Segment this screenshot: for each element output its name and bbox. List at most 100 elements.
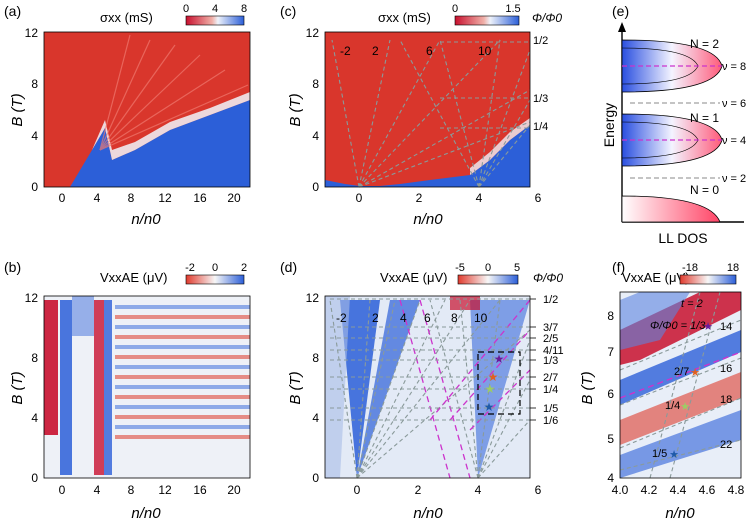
panel-a-cbar-tick-1: 4 [212,3,218,15]
panel-b-colorbar-label: VxxAE (μV) [100,270,167,285]
svg-text:8: 8 [451,311,458,325]
svg-text:★: ★ [485,382,496,396]
svg-text:2/7: 2/7 [543,372,558,384]
panel-a-letter: (a) [4,3,21,19]
panel-c-phi-label: Φ/Φ0 [532,11,562,25]
panel-f-xticks: 4.0 4.2 4.4 4.6 4.8 [612,483,745,497]
blue-wedge [325,296,350,478]
panel-d-line-labels: -2 2 4 6 8 10 [336,311,488,325]
panel-b: (b) VxxAE (μV) -2 0 2 0 4 8 12 16 20 0 4… [4,259,251,522]
panel-d-stars: ★ ★ ★ ★ [484,352,505,414]
panel-c-colorbar [454,15,520,26]
svg-text:0: 0 [354,483,361,497]
stripe [115,435,250,439]
panel-d-ylabel: B (T) [287,371,304,404]
red-patch [450,296,480,310]
svg-text:8: 8 [607,309,614,323]
stripe [115,415,250,419]
svg-text:22: 22 [720,439,732,451]
panel-c-line-labels: -2 2 6 10 [340,44,492,58]
stripe [115,385,250,389]
fan-line [478,99,531,188]
svg-text:8: 8 [31,351,38,365]
panel-e-nu-6: ν = 6 [722,98,746,110]
panel-b-xticks: 0 4 8 12 16 20 [59,483,241,497]
panel-d-phi-tickmarks [530,298,536,421]
svg-text:0: 0 [312,180,319,194]
panel-b-cbar-tick-2: 2 [241,262,247,274]
panel-f-cbar-tick-0: -18 [682,262,698,274]
stripe [115,375,250,379]
panel-c-xticks: 0 2 4 6 [356,191,542,205]
band-left [44,300,58,435]
panel-d: (d) VxxAE (μV) -5 0 5 Φ/Φ0 ★ ★ ★ ★ -2 2 … [280,259,564,522]
svg-text:2/7: 2/7 [674,366,689,378]
panel-c-cbar-tick-0: 0 [452,3,458,15]
fan-line [429,299,479,479]
svg-text:0: 0 [31,180,38,194]
svg-text:4: 4 [31,411,38,425]
svg-text:20: 20 [227,191,241,205]
panel-a-fan-lines [99,34,249,151]
svg-text:2: 2 [372,44,379,58]
svg-text:20: 20 [227,483,241,497]
svg-text:4.0: 4.0 [612,483,629,497]
fan-line [358,121,531,188]
panel-e-xlabel: LL DOS [658,230,707,246]
band-top [72,296,94,336]
panel-d-letter: (d) [280,259,297,275]
svg-text:18: 18 [720,394,732,406]
svg-text:1/4: 1/4 [665,400,680,412]
svg-text:1/3: 1/3 [543,355,558,367]
panel-b-letter: (b) [4,259,21,275]
panel-e: (e) Energy LL DOS N = 2 N = 1 N = 0 ν = … [601,3,746,246]
panel-c-ylabel: B (T) [287,93,304,126]
svg-text:12: 12 [25,291,39,305]
panel-d-phi-ticks: 1/2 3/7 2/5 4/11 1/3 2/7 1/4 1/5 1/6 [543,294,564,427]
panel-d-cbar-tick-2: 5 [514,262,520,274]
fan-line [477,419,531,479]
panel-e-label-N1: N = 1 [690,111,719,125]
svg-text:1/6: 1/6 [543,415,558,427]
panel-f-colorbar [679,274,737,285]
panel-d-cbar-tick-1: 0 [485,262,491,274]
panel-f-xlabel: n/n0 [665,505,695,522]
svg-text:10: 10 [478,44,492,58]
svg-text:1/2: 1/2 [533,35,548,47]
svg-text:16: 16 [720,363,732,375]
fan-line [331,39,360,188]
panel-f-fill [620,292,741,478]
svg-text:Φ/Φ0 = 1/3: Φ/Φ0 = 1/3 [650,320,706,332]
svg-text:5: 5 [607,432,614,446]
panel-f-annotations: t = 2 Φ/Φ0 = 1/3 2/7 1/4 1/5 [650,298,706,460]
panel-f-lines [619,291,742,479]
svg-text:★: ★ [494,352,505,366]
stripe [115,365,250,369]
band-blue2 [104,300,112,475]
svg-text:16: 16 [193,483,207,497]
red-band [620,372,741,445]
panel-f-stars: ★ ★ ★ ★ [669,321,713,461]
panel-c-phi-ticks: 1/2 1/3 1/4 [533,35,548,133]
svg-text:4: 4 [312,411,319,425]
gray-line [619,357,742,406]
svg-text:4: 4 [31,129,38,143]
panel-f: (f) VxxAE (μV) -18 18 ★ ★ ★ ★ t = 2 Φ/Φ0… [579,259,745,522]
svg-text:6: 6 [426,44,433,58]
panel-e-nu-4: ν = 4 [722,135,746,147]
svg-text:★: ★ [484,400,495,414]
panel-b-cbar-tick-1: 0 [212,262,218,274]
svg-text:4: 4 [94,483,101,497]
panel-e-level-N0 [621,195,721,223]
svg-text:4.6: 4.6 [699,483,716,497]
svg-text:12: 12 [306,291,320,305]
panel-c-yticks: 0 4 8 12 [306,26,320,194]
panel-d-colorbar-label: VxxAE (μV) [380,270,447,285]
svg-text:4.2: 4.2 [641,483,658,497]
gray-line [619,397,742,449]
svg-text:4: 4 [476,191,483,205]
panel-b-cbar-tick-0: -2 [185,262,195,274]
svg-text:8: 8 [128,483,135,497]
fan-line [356,299,371,479]
